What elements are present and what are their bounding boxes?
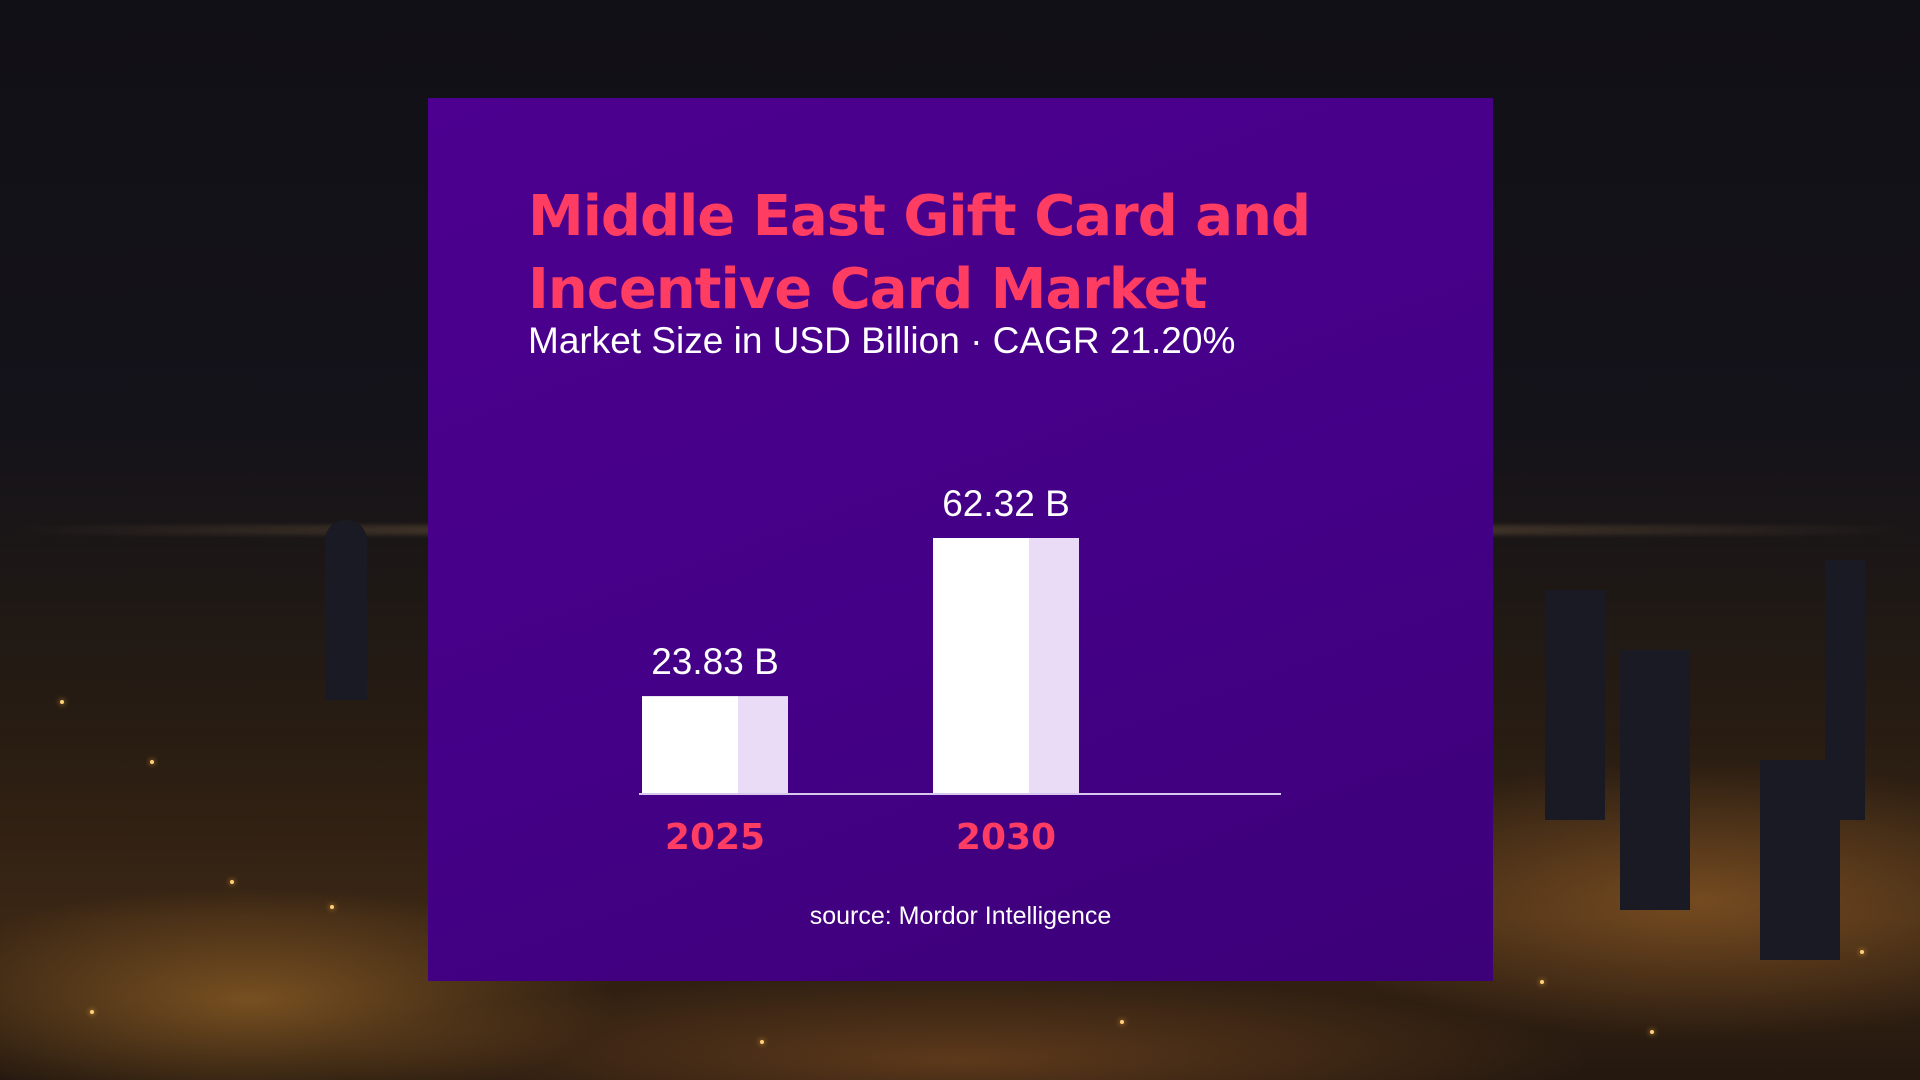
city-light [90,1010,94,1014]
bar-2025 [642,696,738,794]
city-light [1650,1030,1654,1034]
chart-subtitle: Market Size in USD Billion · CAGR 21.20% [528,320,1236,361]
bar-shade-2025 [738,696,788,794]
chart-title: Middle East Gift Card and Incentive Card… [528,184,1311,322]
right-building [1760,760,1840,960]
left-tower [325,520,367,700]
right-building [1620,650,1690,910]
city-light [150,760,154,764]
city-light [60,700,64,704]
bar-2030 [933,538,1029,794]
city-light [1540,980,1544,984]
bar-shade-2030 [1029,538,1079,794]
value-label: 23.83 B [651,641,779,682]
x-tick-label: 2030 [956,817,1056,858]
bar-chart: 23.83 B 2025 62.32 B 2030 [639,483,1281,858]
value-label: 62.32 B [942,483,1070,524]
labels-layer: 23.83 B 2025 62.32 B 2030 [651,483,1070,858]
city-light [760,1040,764,1044]
chart-card: Middle East Gift Card and Incentive Card… [428,98,1493,981]
city-light [1120,1020,1124,1024]
city-light [1860,950,1864,954]
x-tick-label: 2025 [665,817,765,858]
right-building [1545,590,1605,820]
source-note: source: Mordor Intelligence [809,902,1112,930]
city-light [330,905,334,909]
city-light [230,880,234,884]
bars-layer [642,538,1079,794]
